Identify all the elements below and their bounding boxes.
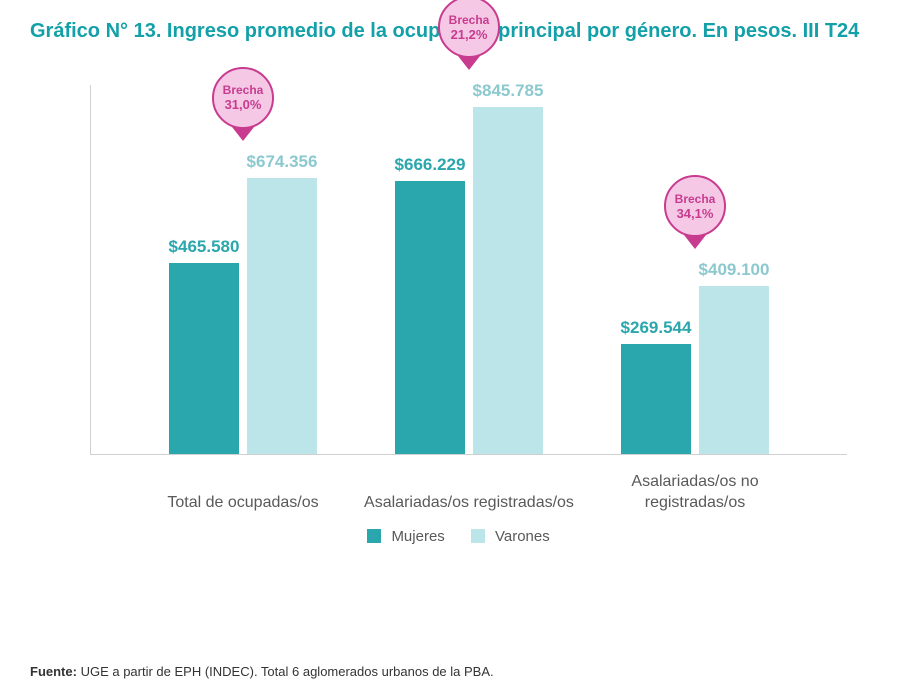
- bar-value-men: $409.100: [664, 260, 804, 280]
- chart-container: Gráfico N° 13. Ingreso promedio de la oc…: [0, 0, 917, 697]
- bar-women: [169, 263, 239, 454]
- chart-area: $465.580$674.356Total de ocupadas/osBrec…: [30, 75, 887, 575]
- bar-group: $465.580$674.356Total de ocupadas/osBrec…: [169, 85, 317, 454]
- gap-badge: Brecha21,2%: [438, 0, 500, 70]
- gap-badge-circle: Brecha34,1%: [664, 175, 726, 237]
- gap-badge-pct: 34,1%: [677, 206, 714, 221]
- gap-badge-title: Brecha: [449, 13, 490, 27]
- legend-item-women: Mujeres: [367, 528, 445, 545]
- bar-women: [621, 344, 691, 455]
- bar-men: [699, 286, 769, 454]
- gap-badge-circle: Brecha31,0%: [212, 67, 274, 129]
- category-label: Asalariadas/os registradas/os: [359, 493, 579, 514]
- gap-badge-tail: [458, 56, 480, 70]
- source-text: UGE a partir de EPH (INDEC). Total 6 agl…: [77, 664, 494, 679]
- legend-swatch-men: [471, 529, 485, 543]
- source-label: Fuente:: [30, 664, 77, 679]
- legend-label-men: Varones: [495, 528, 550, 545]
- legend-item-men: Varones: [471, 528, 550, 545]
- bar-value-men: $845.785: [438, 81, 578, 101]
- source-line: Fuente: UGE a partir de EPH (INDEC). Tot…: [30, 664, 494, 679]
- gap-badge-title: Brecha: [675, 192, 716, 206]
- bar-group: $269.544$409.100Asalariadas/os no regist…: [621, 85, 769, 454]
- bar-men: [247, 178, 317, 454]
- legend-swatch-women: [367, 529, 381, 543]
- gap-badge-tail: [232, 127, 254, 141]
- gap-badge-tail: [684, 235, 706, 249]
- legend: Mujeres Varones: [30, 528, 887, 545]
- bar-men: [473, 107, 543, 454]
- gap-badge: Brecha34,1%: [664, 175, 726, 249]
- gap-badge: Brecha31,0%: [212, 67, 274, 141]
- plot-region: $465.580$674.356Total de ocupadas/osBrec…: [90, 85, 847, 455]
- gap-badge-title: Brecha: [223, 83, 264, 97]
- gap-badge-pct: 21,2%: [451, 27, 488, 42]
- bar-value-men: $674.356: [212, 152, 352, 172]
- gap-badge-circle: Brecha21,2%: [438, 0, 500, 58]
- category-label: Total de ocupadas/os: [133, 493, 353, 514]
- legend-label-women: Mujeres: [391, 528, 444, 545]
- bar-women: [395, 181, 465, 454]
- gap-badge-pct: 31,0%: [225, 97, 262, 112]
- bar-group: $666.229$845.785Asalariadas/os registrad…: [395, 85, 543, 454]
- category-label: Asalariadas/os no registradas/os: [585, 472, 805, 514]
